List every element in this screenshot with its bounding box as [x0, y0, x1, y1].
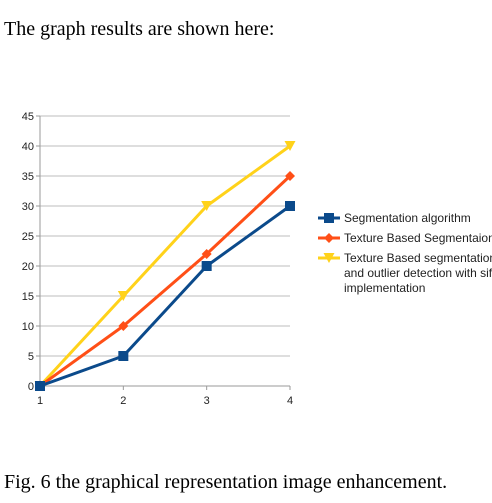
series-lines [34, 141, 296, 391]
y-tick-label-10: 10 [22, 321, 34, 333]
legend-marker-2 [324, 233, 334, 243]
series-line-3 [38, 144, 291, 388]
data-point-s1-x1 [35, 381, 45, 391]
y-tick-label-25: 25 [22, 231, 34, 243]
y-tick-label-35: 35 [22, 171, 34, 183]
line-chart-svg: 0 5 10 15 20 25 30 35 40 45 1 2 3 4 Segmentation algo… [22, 111, 492, 407]
data-point-s2-x4 [285, 171, 295, 181]
legend-label-2: Texture Based Segmentaion [344, 231, 492, 245]
x-tick-label-2: 2 [120, 395, 126, 407]
intro-text: The graph results are shown here: [4, 18, 275, 40]
data-point-s1-x2 [118, 351, 129, 361]
legend: Segmentation algorithm Texture Based Segm… [318, 211, 492, 295]
data-point-s1-x4 [285, 201, 295, 211]
y-tick-label-5: 5 [28, 351, 34, 363]
x-tick-label-1: 1 [37, 395, 43, 407]
data-point-s3-x2 [117, 291, 129, 301]
y-tick-label-40: 40 [22, 141, 34, 153]
data-point-s3-x3 [201, 201, 213, 211]
y-tick-label-30: 30 [22, 201, 34, 213]
y-tick-label-15: 15 [22, 291, 34, 303]
series-line-2 [39, 174, 292, 388]
axes: 0 5 10 15 20 25 30 35 40 45 1 2 3 4 [22, 111, 293, 407]
legend-label-3: Texture Based segmentation and outlier de… [344, 251, 492, 295]
legend-marker-3 [323, 253, 335, 263]
data-point-s3-x4 [284, 141, 296, 151]
legend-label-1: Segmentation algorithm [344, 211, 471, 225]
x-tick-label-4: 4 [287, 395, 293, 407]
y-tick-label-0: 0 [28, 381, 34, 393]
y-tick-label-45: 45 [22, 111, 34, 123]
figure-caption: Fig. 6 the graphical representation imag… [4, 471, 448, 493]
series-line-1 [39, 204, 291, 388]
data-point-s2-x2 [118, 321, 129, 331]
line-chart: 0 5 10 15 20 25 30 35 40 45 1 2 3 4 Segmentation algo… [0, 100, 492, 430]
data-point-s2-x3 [201, 249, 212, 259]
x-tick-label-3: 3 [204, 395, 210, 407]
data-point-s1-x3 [201, 261, 212, 271]
y-tick-label-20: 20 [22, 261, 34, 273]
legend-marker-1 [324, 213, 334, 223]
